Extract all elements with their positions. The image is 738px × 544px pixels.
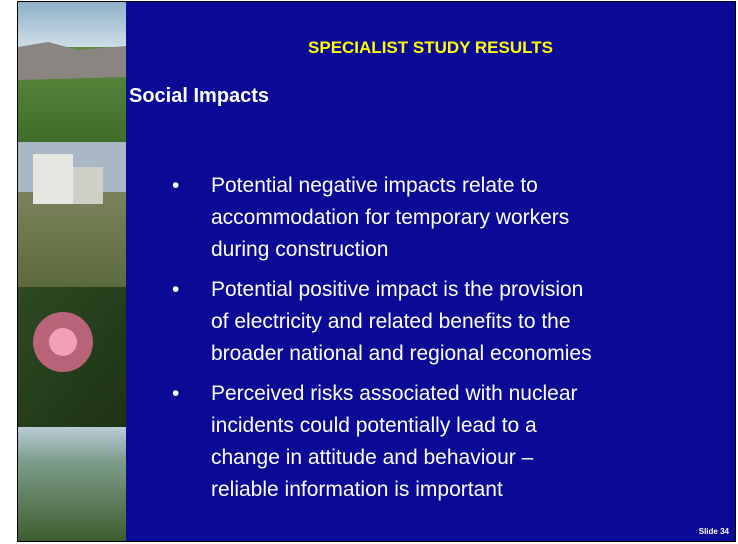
- slide-number: Slide 34: [698, 527, 729, 536]
- bullet: • Potential positive impact is the provis…: [166, 274, 592, 370]
- slide-heading: Social Impacts: [129, 85, 270, 107]
- photo-building: [73, 167, 103, 204]
- photo-rocks: [18, 42, 126, 80]
- photo-sky: [18, 2, 126, 47]
- bullet-dot: •: [172, 174, 180, 197]
- bullet-line: accommodation for temporary workers: [211, 206, 570, 229]
- bullet-line: Perceived risks associated with nuclear: [211, 382, 578, 405]
- bullet: • Potential negative impacts relate to acc…: [166, 170, 592, 266]
- bullet-line: broader national and regional economies: [211, 342, 592, 365]
- bullet: • Perceived risks associated with nuclear…: [166, 378, 592, 506]
- bullet-line: Potential positive impact is the provisi…: [211, 278, 584, 301]
- bullet-dot: •: [172, 278, 180, 301]
- bullet-list: • Potential negative impacts relate to acc…: [166, 170, 592, 514]
- slide: SPECIALIST STUDY RESULTS Social Impacts …: [17, 1, 736, 542]
- bullet-line: incidents could potentially lead to a: [211, 414, 537, 437]
- photo-strip: [18, 2, 126, 541]
- bullet-dot: •: [172, 382, 180, 405]
- photo-hills: [18, 427, 126, 541]
- bullet-line: Potential negative impacts relate to: [211, 174, 538, 197]
- bullet-line: reliable information is important: [211, 478, 503, 501]
- slide-title: SPECIALIST STUDY RESULTS: [308, 38, 553, 57]
- photo-building: [33, 154, 73, 204]
- photo-bloom: [49, 328, 77, 356]
- bullet-line: during construction: [211, 238, 389, 261]
- bullet-line: change in attitude and behaviour –: [211, 446, 534, 469]
- bullet-line: of electricity and related benefits to t…: [211, 310, 571, 333]
